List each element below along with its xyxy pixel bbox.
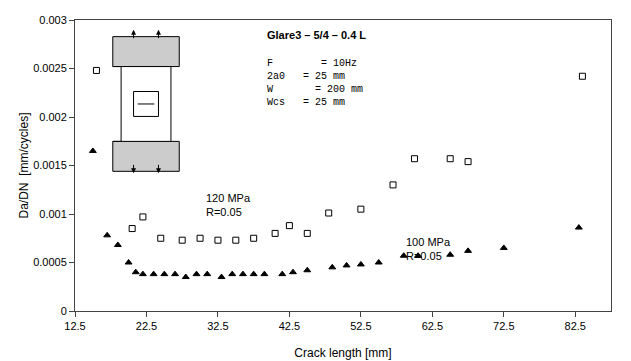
svg-text:72.5: 72.5: [493, 320, 514, 332]
svg-text:22.5: 22.5: [136, 320, 157, 332]
svg-text:120 MPaR=0.05: 120 MPaR=0.05: [206, 192, 251, 218]
svg-text:32.5: 32.5: [207, 320, 228, 332]
svg-text:62.5: 62.5: [422, 320, 443, 332]
svg-text:12.5: 12.5: [64, 320, 85, 332]
svg-text:F = 10Hz2a0 = 25 mmW: F = 10Hz2a0 = 25 mmW = 200 mmWcs = 25 mm: [267, 58, 363, 108]
svg-text:Crack length [mm]: Crack length [mm]: [294, 346, 391, 360]
svg-text:0.0025: 0.0025: [33, 62, 67, 74]
svg-text:Glare3 – 5/4 – 0.4 L: Glare3 – 5/4 – 0.4 L: [267, 29, 366, 41]
svg-text:82.5: 82.5: [565, 320, 586, 332]
svg-text:100 MPaR=0.05: 100 MPaR=0.05: [406, 236, 451, 262]
svg-text:0: 0: [61, 305, 67, 317]
svg-text:0.001: 0.001: [39, 208, 67, 220]
svg-text:0.003: 0.003: [39, 14, 67, 26]
svg-text:52.5: 52.5: [350, 320, 371, 332]
svg-text:0.0005: 0.0005: [33, 256, 67, 268]
svg-text:Da/DN [mm/cycles]: Da/DN [mm/cycles]: [17, 112, 31, 218]
svg-text:0.002: 0.002: [39, 111, 67, 123]
svg-text:0.0015: 0.0015: [33, 159, 67, 171]
svg-text:42.5: 42.5: [279, 320, 300, 332]
